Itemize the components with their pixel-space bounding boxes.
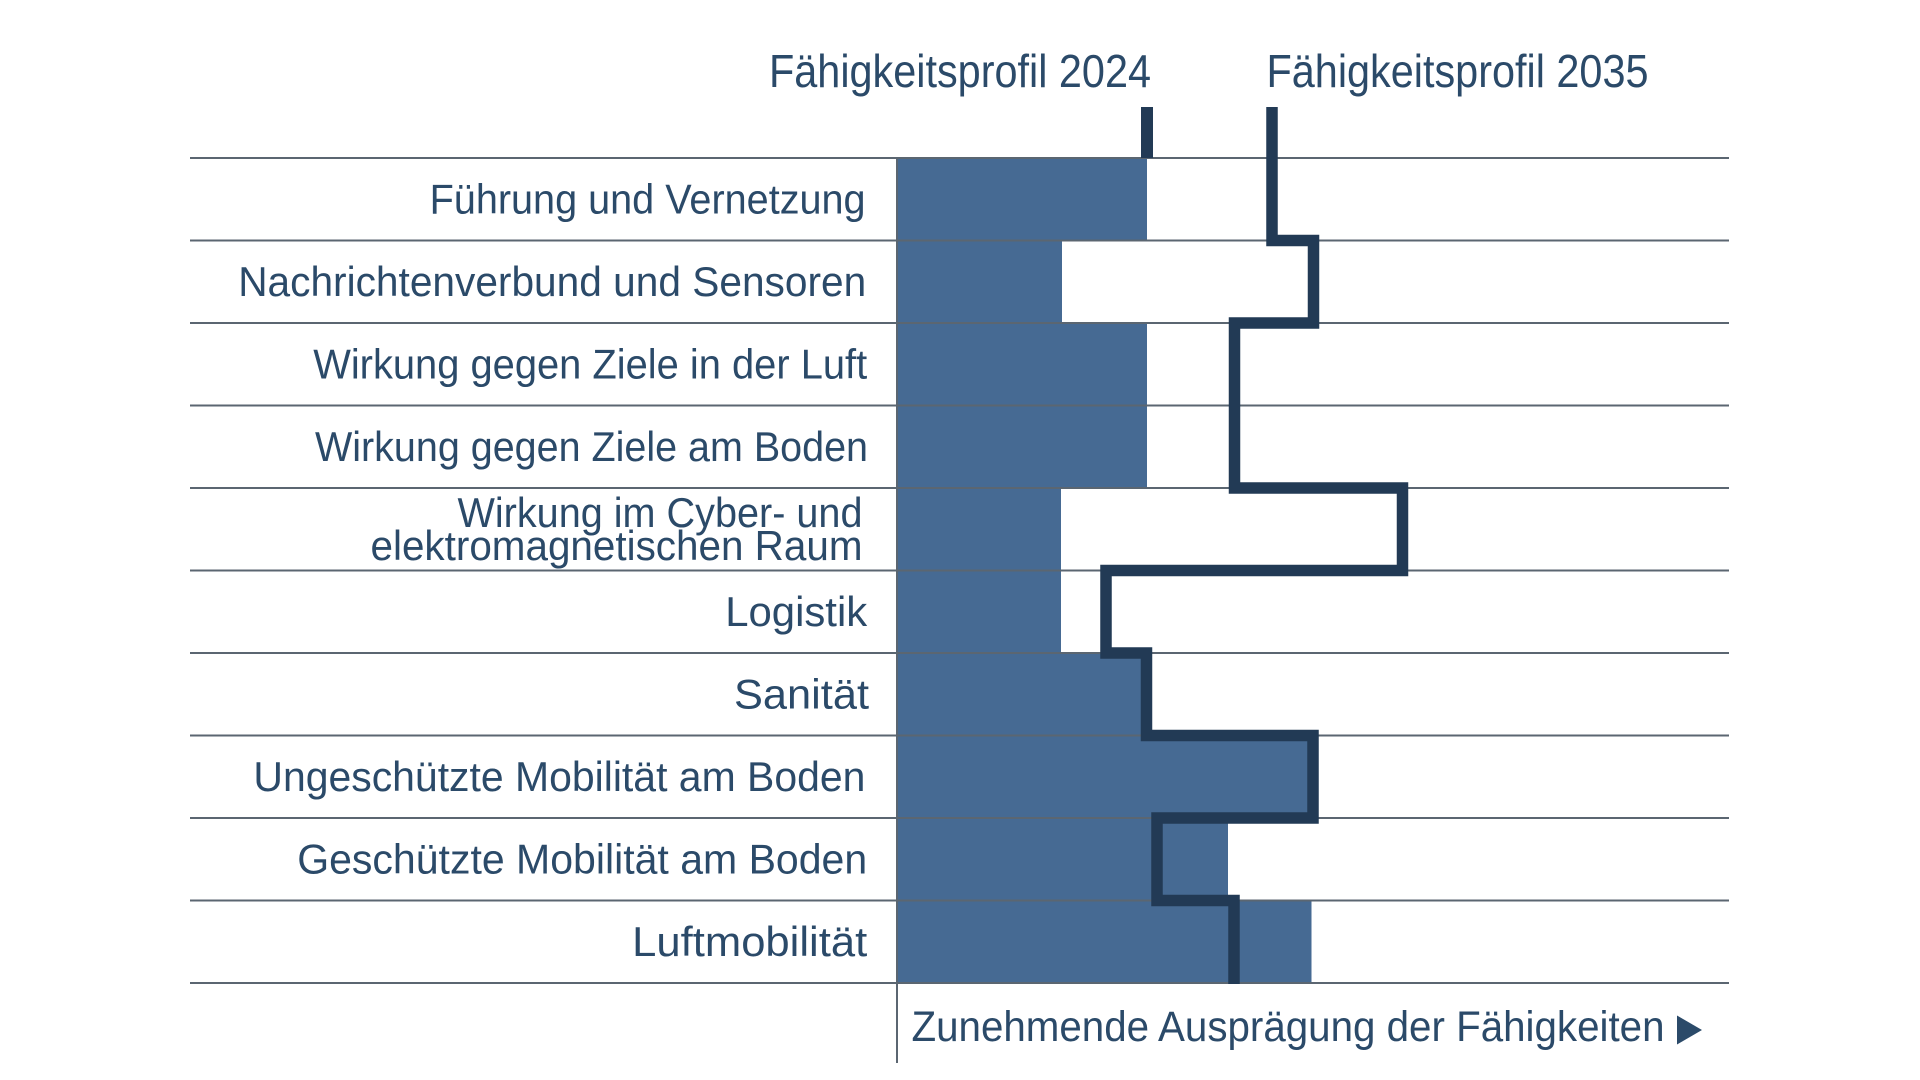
svg-text:Ungeschützte Mobilität am Bode: Ungeschützte Mobilität am Boden (253, 753, 865, 800)
svg-text:Sanität: Sanität (734, 671, 869, 718)
svg-text:Wirkung im Cyber- und: Wirkung im Cyber- und (458, 489, 863, 536)
svg-text:Führung und Vernetzung: Führung und Vernetzung (430, 176, 866, 223)
svg-text:Zunehmende Ausprägung der Fähi: Zunehmende Ausprägung der Fähigkeiten (912, 1003, 1665, 1051)
svg-text:Wirkung gegen Ziele in der Luf: Wirkung gegen Ziele in der Luft (313, 341, 867, 388)
svg-text:Luftmobilität: Luftmobilität (632, 918, 867, 965)
svg-text:Nachrichtenverbund und Sensore: Nachrichtenverbund und Sensoren (238, 258, 866, 305)
svg-text:Wirkung gegen Ziele am Boden: Wirkung gegen Ziele am Boden (315, 423, 868, 470)
svg-text:Fähigkeitsprofil 2024: Fähigkeitsprofil 2024 (769, 45, 1151, 97)
svg-text:elektromagnetischen Raum: elektromagnetischen Raum (371, 522, 863, 569)
svg-text:Logistik: Logistik (725, 588, 868, 635)
svg-text:Geschützte Mobilität am Boden: Geschützte Mobilität am Boden (297, 836, 867, 883)
svg-text:Fähigkeitsprofil 2035: Fähigkeitsprofil 2035 (1267, 45, 1649, 97)
